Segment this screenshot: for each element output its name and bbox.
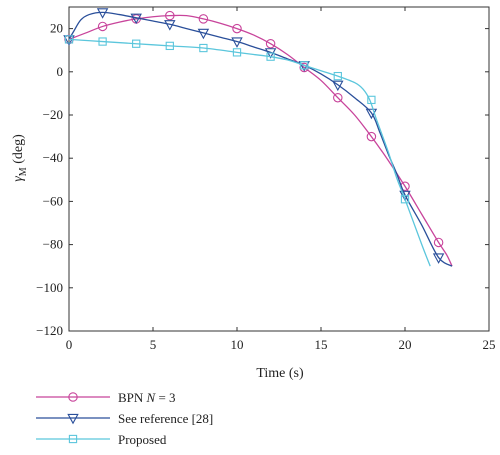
y-tick-label: −60 [43,193,63,208]
y-axis-title-sub: M [18,167,29,176]
data-point [333,92,343,103]
series-line [68,11,453,267]
legend-item: BPN N = 3 [36,390,176,405]
data-point [366,131,377,142]
y-axis-title: γM (deg) [11,134,29,182]
data-point [231,37,243,48]
data-point [265,38,276,49]
y-axis-title-unit: (deg) [11,134,26,167]
data-point [266,52,275,61]
x-tick-label: 0 [66,337,73,352]
data-point [332,80,344,92]
data-point [130,13,142,25]
series-layer [63,8,453,267]
data-point [199,43,208,53]
data-point [365,108,378,120]
x-tick-label: 20 [399,337,412,352]
series-line [68,38,431,267]
x-axis-title: Time (s) [256,366,304,381]
data-point [300,61,309,70]
data-point [132,39,141,48]
x-tick-label: 10 [231,337,244,352]
plot-frame [68,6,490,332]
x-tick-label: 15 [315,337,328,352]
data-point [165,10,175,21]
data-point [198,14,209,24]
data-point [432,253,445,264]
series-2 [63,8,453,267]
data-point [400,195,410,204]
y-tick-label: 20 [50,21,63,36]
data-point [98,37,107,46]
y-axis-title-main: γ [11,176,26,182]
legend-swatch-marker [67,413,79,425]
series-3 [64,35,431,267]
data-point [367,95,376,105]
legend-item: See reference [28] [36,411,213,426]
data-point [96,8,109,19]
data-point [164,20,176,31]
legend-label: Proposed [118,432,167,447]
data-point [97,21,108,32]
legend-swatch-marker [68,392,78,402]
x-tick-label: 5 [150,337,157,352]
series-line [68,14,453,267]
legend-label: See reference [28] [118,411,213,426]
data-point [232,48,242,57]
data-point [165,41,174,51]
series-1 [64,10,453,267]
y-tick-label: −40 [43,150,63,165]
data-point [232,23,242,34]
x-tick-label: 25 [483,337,496,352]
data-point [333,71,342,81]
y-tick-label: 0 [57,64,64,79]
legend-label: BPN N = 3 [118,390,176,405]
y-tick-label: −120 [36,323,63,338]
data-point [64,35,74,44]
axes [68,6,490,332]
tick-labels: 0 5 10 15 20 25 20 0 −20 −40 −60 −80 −100 −120 [36,21,495,352]
data-point [433,237,444,248]
legend-swatch-marker [68,434,78,444]
legend: BPN N = 3 See reference [28] Proposed [36,390,213,447]
y-tick-label: −100 [36,280,63,295]
y-tick-label: −20 [43,107,63,122]
data-point [197,28,210,40]
y-tick-label: −80 [43,237,63,252]
legend-item: Proposed [36,432,167,447]
